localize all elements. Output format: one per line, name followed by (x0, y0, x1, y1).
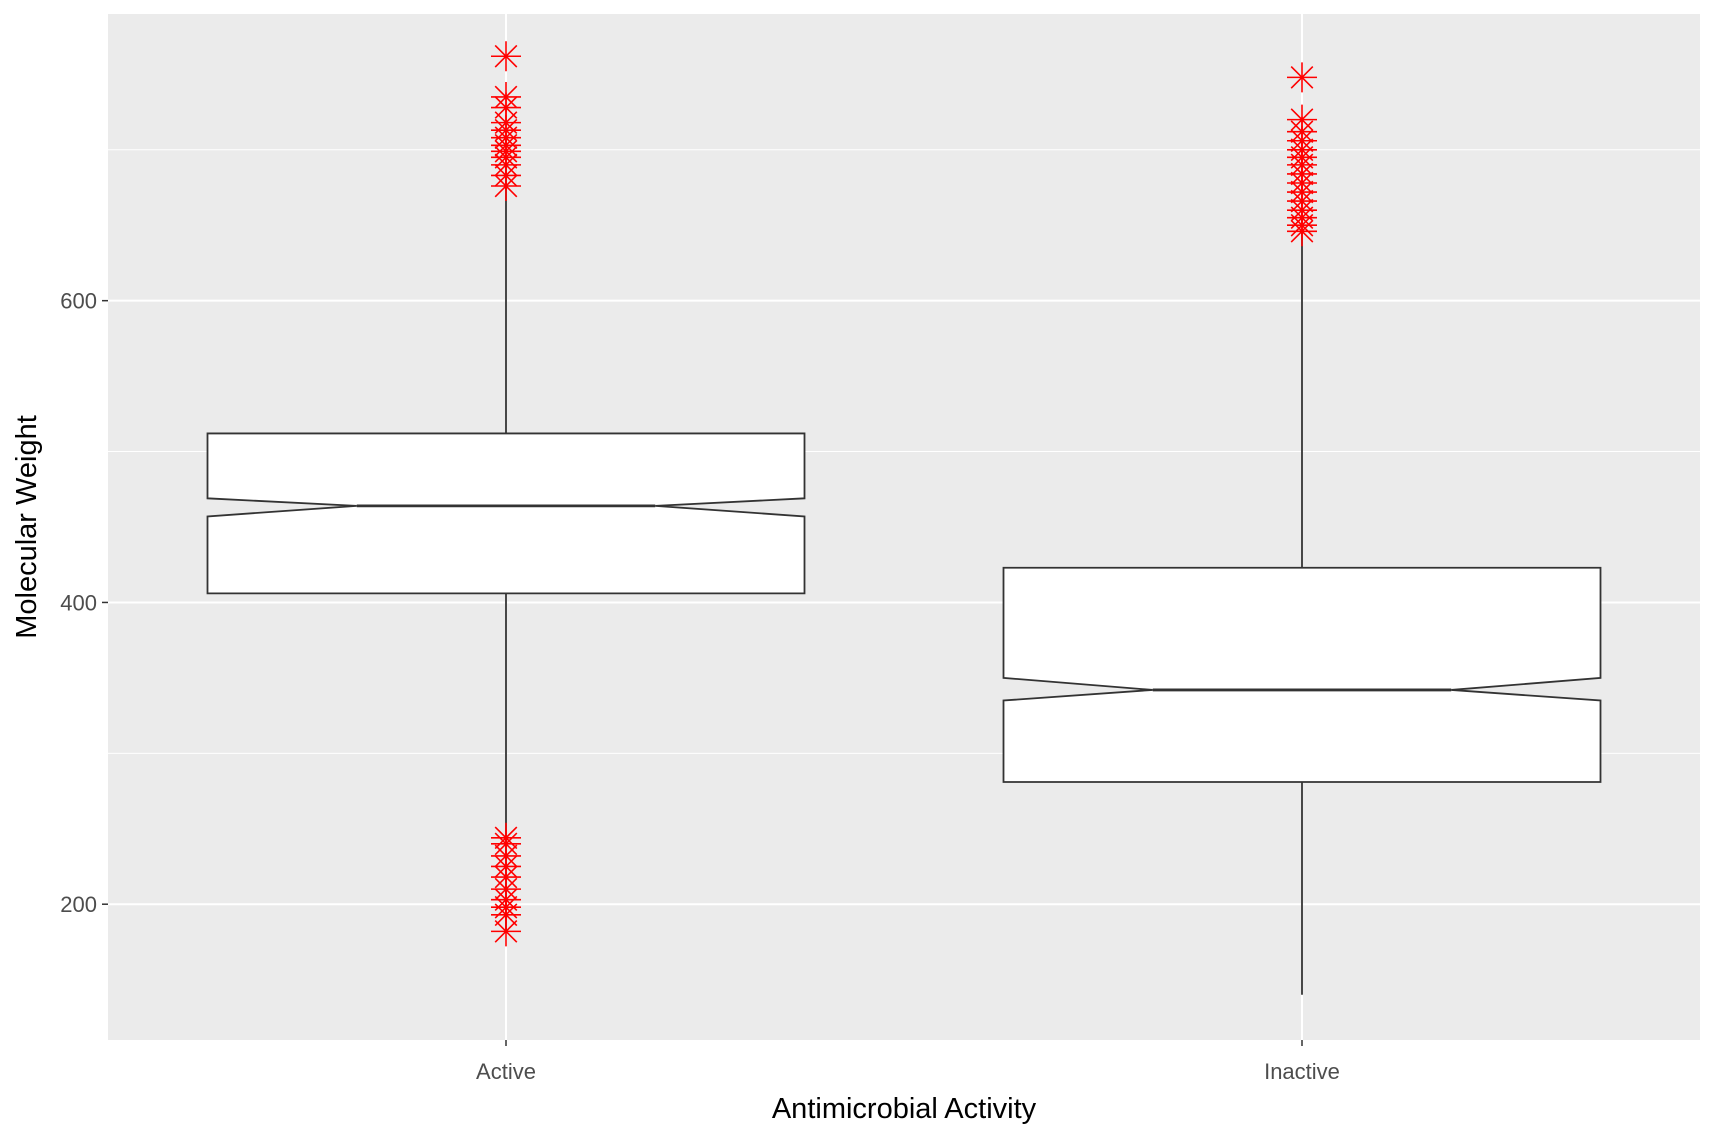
x-axis-title: Antimicrobial Activity (772, 1093, 1037, 1125)
boxes (206, 41, 1602, 995)
y-axis-title: Molecular Weight (11, 415, 43, 639)
x-axis: Active Inactive (476, 1040, 1340, 1084)
outlier-point (1287, 62, 1317, 93)
outlier-point (491, 81, 521, 112)
notched-box (1002, 566, 1602, 783)
box-active (206, 41, 806, 947)
y-tick-label: 600 (60, 289, 97, 314)
y-axis: 200 400 600 (60, 289, 108, 917)
y-tick-label: 200 (60, 892, 97, 917)
y-tick-label: 400 (60, 590, 97, 615)
notched-box (206, 432, 806, 595)
outlier-point (1287, 104, 1317, 135)
outlier-point (491, 41, 521, 72)
box-inactive (1002, 62, 1602, 995)
x-tick-label: Inactive (1264, 1059, 1340, 1084)
outlier-point (491, 822, 521, 853)
x-tick-label: Active (476, 1059, 536, 1084)
